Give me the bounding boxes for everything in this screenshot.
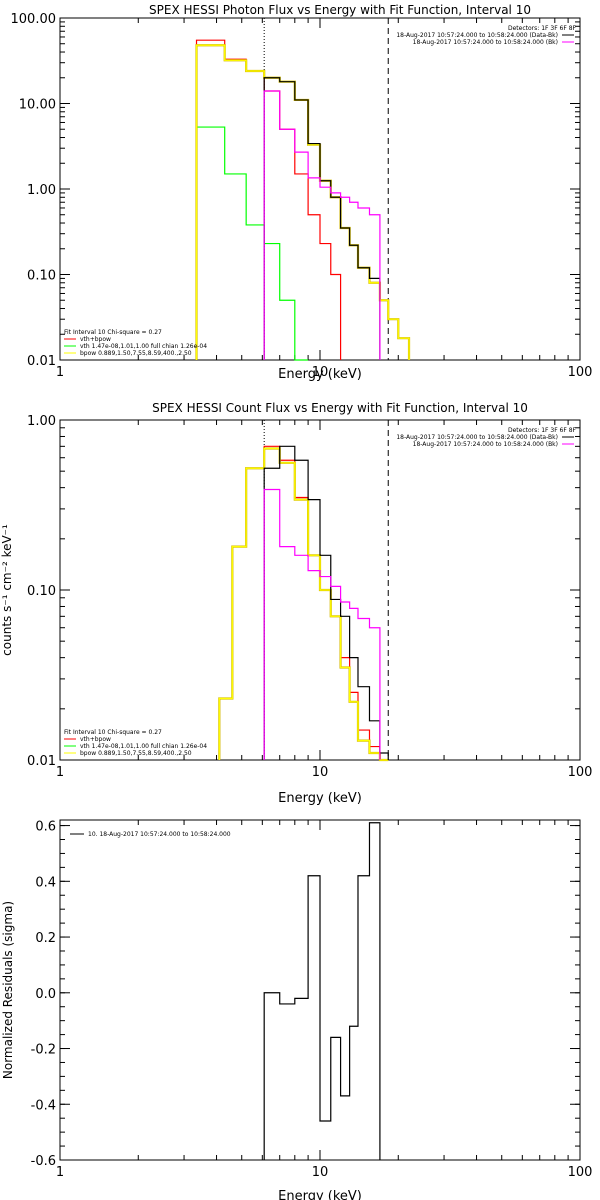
series-line [263, 77, 381, 360]
y-tick-label: -0.4 [31, 1098, 56, 1113]
y-tick-label: 0.2 [35, 931, 56, 946]
photon-flux-series [195, 18, 411, 361]
residuals-xlabel: Energy (keV) [278, 1189, 362, 1200]
series-line [263, 822, 381, 1160]
residuals-ylabel: Normalized Residuals (sigma) [1, 901, 15, 1079]
y-tick-label: 0.4 [35, 875, 56, 890]
x-tick-label: 1 [56, 765, 64, 780]
legend-bottom-left-entry: vth 1.47e-08,1.01,1.00 full chian 1.26e-… [80, 343, 207, 350]
series-line [218, 447, 389, 761]
series-line [263, 445, 389, 760]
series-line [263, 488, 381, 760]
y-tick-label: 0.6 [35, 820, 56, 835]
legend-bottom-left-entry: vth 1.47e-08,1.01,1.00 full chian 1.26e-… [80, 743, 207, 750]
legend-top-right-entry: 18-Aug-2017 10:57:24.000 to 10:58:24.000… [413, 441, 558, 448]
series-line [195, 126, 309, 361]
series-line [218, 445, 389, 761]
count-flux-xlabel: Energy (keV) [278, 791, 362, 806]
y-tick-label: 10.00 [19, 98, 56, 113]
photon-flux-title: SPEX HESSI Photon Flux vs Energy with Fi… [149, 3, 531, 17]
count-flux-series [218, 420, 389, 762]
count-flux-ylabel: counts s⁻¹ cm⁻² keV⁻¹ [0, 524, 14, 656]
series-line [195, 39, 342, 360]
x-tick-label: 10 [312, 365, 329, 380]
y-tick-label: 0.10 [27, 269, 56, 284]
series-line-outline [218, 447, 389, 762]
y-tick-label: -0.6 [31, 1154, 56, 1169]
legend-bottom-left-entry: vth+bpow [80, 736, 111, 743]
legend-top-right-entry: 18-Aug-2017 10:57:24.000 to 10:58:24.000… [396, 434, 558, 441]
residuals-legend: 10. 18-Aug-2017 10:57:24.000 to 10:58:24… [70, 831, 231, 838]
axes-frame [59, 17, 581, 361]
y-tick-label: 0.01 [27, 754, 56, 769]
legend-top-left-entry: 10. 18-Aug-2017 10:57:24.000 to 10:58:24… [88, 831, 231, 838]
residuals-series [263, 822, 381, 1160]
count-flux-title: SPEX HESSI Count Flux vs Energy with Fit… [152, 401, 528, 415]
x-tick-label: 100 [568, 1165, 593, 1180]
photon-flux-ticks: 1 10 100 0.01 0.10 1.00 10.00 100.00 [11, 12, 593, 380]
x-tick-label: 10 [312, 765, 329, 780]
y-tick-label: 1.00 [27, 183, 56, 198]
count-flux-panel: SPEX HESSI Count Flux vs Energy with Fit… [0, 401, 592, 806]
legend-bottom-left-entry: Fit Interval 10 Chi-square = 0.27 [64, 729, 162, 736]
y-tick-label: -0.2 [31, 1043, 56, 1058]
y-tick-label: 100.00 [11, 12, 57, 27]
y-tick-label: 0.01 [27, 354, 56, 369]
y-tick-label: 0.0 [35, 987, 56, 1002]
y-tick-label: 0.10 [27, 584, 56, 599]
count-flux-ticks: 1 10 100 0.01 0.10 1.00 [27, 414, 592, 780]
x-tick-label: 1 [56, 1165, 64, 1180]
x-tick-label: 100 [568, 365, 593, 380]
legend-bottom-left-entry: bpow 0.889,1.50,7.55,8.59,400.,2.50 [80, 750, 192, 757]
legend-bottom-left-entry: Fit Interval 10 Chi-square = 0.27 [64, 329, 162, 336]
series-line [195, 44, 410, 360]
legend-top-right-entry: Detectors: 1F 3F 6F 8F [508, 25, 577, 32]
series-line [263, 90, 381, 360]
legend-bottom-left-entry: vth+bpow [80, 336, 111, 343]
photon-flux-xlabel: Energy (keV) [278, 367, 362, 382]
residuals-panel: Energy (keV) Normalized Residuals (sigma… [1, 819, 593, 1200]
legend-top-right-entry: Detectors: 1F 3F 6F 8F [508, 427, 577, 434]
photon-flux-panel: SPEX HESSI Photon Flux vs Energy with Fi… [11, 3, 593, 382]
x-tick-label: 10 [312, 1165, 329, 1180]
series-line-outline [195, 44, 411, 360]
legend-top-right-entry: 18-Aug-2017 10:57:24.000 to 10:58:24.000… [396, 32, 558, 39]
y-tick-label: 1.00 [27, 414, 56, 429]
residuals-ticks: 1 10 100 -0.6 -0.4 -0.2 0.0 0.2 0.4 0.6 [31, 819, 593, 1180]
x-tick-label: 1 [56, 365, 64, 380]
legend-top-right-entry: 18-Aug-2017 10:57:24.000 to 10:58:24.000… [413, 39, 558, 46]
x-tick-label: 100 [568, 765, 593, 780]
legend-bottom-left-entry: bpow 0.889,1.50,7.55,8.59,400.,2.50 [80, 350, 192, 357]
